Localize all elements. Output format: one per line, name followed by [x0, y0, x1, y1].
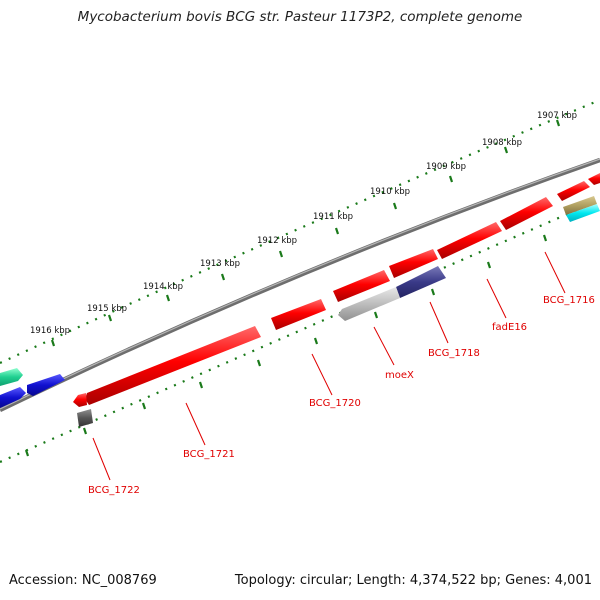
scale-label: 1907 kbp: [537, 111, 577, 121]
map-title: Mycobacterium bovis BCG str. Pasteur 117…: [77, 9, 523, 25]
gene-label[interactable]: BCG_1722: [88, 485, 140, 496]
gene-feature-bcg1721[interactable]: [85, 326, 261, 405]
scale-label: 1913 kbp: [200, 259, 240, 269]
gene-feature-bcg1722[interactable]: [73, 393, 87, 407]
genome-backbone: [0, 157, 600, 413]
gene-feature-blue-edge[interactable]: [0, 387, 26, 408]
scale-label: 1910 kbp: [370, 187, 410, 197]
gene-label[interactable]: BCG_1720: [309, 398, 361, 409]
gene-feature-bcg1718-fwd[interactable]: [389, 249, 438, 278]
gene-feature-fade16[interactable]: [437, 222, 502, 259]
gene-feature-moex-fwd[interactable]: [333, 270, 390, 302]
forward-genes: [0, 173, 600, 408]
gene-feature-tan[interactable]: [563, 196, 597, 215]
gene-feature[interactable]: [588, 173, 600, 185]
scale-label: 1909 kbp: [426, 162, 466, 172]
gene-feature-cyan[interactable]: [566, 204, 600, 222]
inner-major-ticks: [24, 234, 548, 457]
gene-feature-bcg1716[interactable]: [500, 197, 553, 230]
gene-feature-navy[interactable]: [396, 266, 446, 298]
gene-feature-teal[interactable]: [0, 368, 23, 386]
gene-feature-blue[interactable]: [27, 374, 65, 396]
reverse-genes: [77, 196, 600, 427]
gene-label[interactable]: moeX: [385, 370, 414, 381]
accession-text: Accession: NC_008769: [9, 573, 157, 588]
inner-scale-arc: [0, 198, 600, 464]
gene-label[interactable]: fadE16: [492, 322, 527, 333]
gene-feature-gray[interactable]: [338, 287, 400, 321]
scale-label: 1911 kbp: [313, 212, 353, 222]
leader-lines: [92, 251, 566, 481]
scale-label: 1915 kbp: [87, 304, 127, 314]
scale-label: 1908 kbp: [482, 138, 522, 148]
gene-feature-bcg1720[interactable]: [271, 299, 326, 330]
gene-feature-dark[interactable]: [77, 409, 93, 427]
scale-label: 1912 kbp: [257, 236, 297, 246]
gene-label[interactable]: BCG_1718: [428, 348, 480, 359]
scale-label: 1914 kbp: [143, 282, 183, 292]
gene-labels: BCG_1716 fadE16 BCG_1718 moeX BCG_1720 B…: [88, 295, 595, 496]
gene-label[interactable]: BCG_1716: [543, 295, 595, 306]
gene-label[interactable]: BCG_1721: [183, 449, 235, 460]
scale-label: 1916 kbp: [30, 326, 70, 336]
genome-backbone-highlight: [0, 158, 600, 410]
gene-feature[interactable]: [557, 181, 590, 201]
scale-labels: 1907 kbp 1908 kbp 1909 kbp 1910 kbp 1911…: [30, 111, 577, 336]
genome-summary: Topology: circular; Length: 4,374,522 bp…: [234, 573, 592, 588]
outer-major-ticks: [50, 119, 561, 347]
